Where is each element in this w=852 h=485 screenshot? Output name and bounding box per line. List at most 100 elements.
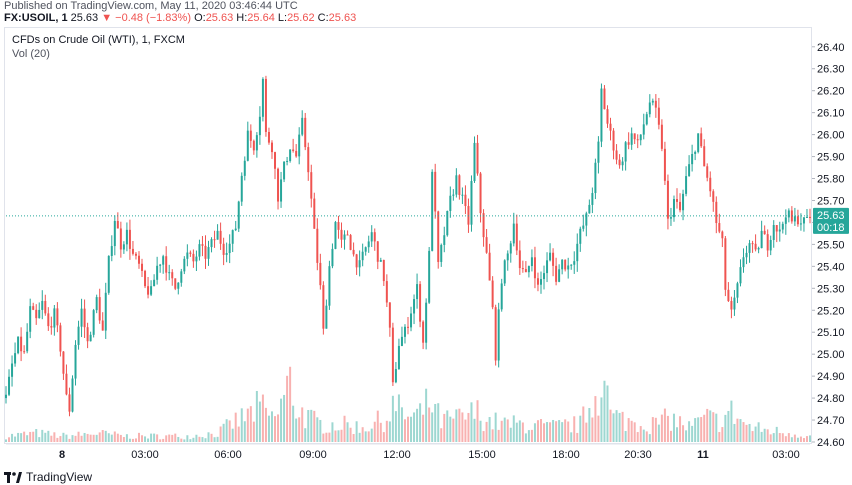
volume-bar [567, 421, 570, 442]
volume-bar [757, 422, 760, 442]
volume-bar [17, 432, 20, 442]
volume-bar [543, 423, 546, 442]
volume-bar [171, 434, 174, 442]
candle-body [29, 306, 32, 332]
candle-body [621, 161, 624, 166]
volume-bar [186, 435, 189, 442]
candle-body [234, 228, 237, 231]
y-tick-label: 26.20 [817, 86, 845, 98]
candle-body [482, 213, 485, 238]
candle-body [388, 302, 391, 328]
candle-body [760, 230, 763, 249]
candle-body [449, 195, 452, 211]
candle-body [119, 228, 122, 250]
candle-body [180, 271, 183, 283]
volume-bar [370, 428, 373, 442]
candle-body [660, 124, 663, 149]
volume-bar [651, 417, 654, 442]
volume-bar [706, 408, 709, 442]
volume-bar [437, 403, 440, 442]
candle-body [739, 267, 742, 284]
candle-body [283, 161, 286, 180]
candle-body [606, 109, 609, 124]
candle-body [195, 256, 198, 262]
volume-bar [234, 412, 237, 442]
last-price: 25.63 [70, 12, 99, 24]
time-axis[interactable]: 8 03:00 06:00 09:00 12:00 15:00 18:00 20:30 11 03… [6, 443, 810, 461]
y-tick-label: 24.70 [817, 415, 845, 427]
candle-body [134, 253, 137, 256]
volume-bar [44, 432, 47, 442]
volume-bar [270, 411, 273, 442]
candle-body [237, 201, 240, 229]
candle-body [382, 260, 385, 282]
candle-body [576, 243, 579, 262]
volume-bar [119, 434, 122, 442]
volume-bar [512, 415, 515, 442]
price-axis[interactable]: 26.40 26.30 26.20 26.10 26.00 25.90 25.80 25.70… [812, 42, 845, 449]
candle-body [479, 173, 482, 214]
volume-bar [527, 430, 530, 442]
candle-body [552, 252, 555, 266]
candle-body [669, 217, 672, 219]
y-tick-label: 25.20 [817, 305, 845, 317]
candle-body [370, 232, 373, 242]
candle-body [787, 210, 790, 218]
volume-bar [144, 436, 147, 442]
candle-body [38, 309, 41, 319]
volume-bar [503, 417, 506, 442]
volume-bar [500, 420, 503, 442]
volume-bar [712, 412, 715, 442]
volume-bar [718, 432, 721, 442]
candle-body [772, 225, 775, 240]
candle-body [397, 345, 400, 370]
high-label: H: [236, 12, 248, 24]
brand-name: TradingView [26, 470, 93, 484]
volume-bar [627, 418, 630, 442]
volume-bar [8, 437, 11, 442]
volume-bar [639, 426, 642, 442]
volume-bar [340, 429, 343, 442]
volume-bar [101, 430, 104, 442]
candle-body [403, 326, 406, 337]
y-tick-label: 25.80 [817, 174, 845, 186]
volume-bar [137, 432, 140, 442]
candle-body [168, 272, 171, 274]
candle-body [805, 216, 808, 218]
candle-body [310, 172, 313, 199]
volume-bar [805, 436, 808, 442]
volume-bar [277, 414, 280, 442]
volume-bar [724, 414, 727, 442]
footer-brand[interactable]: TradingView [4, 470, 92, 484]
candle-body [570, 264, 573, 266]
volume-bar [431, 412, 434, 442]
candle-body [512, 223, 515, 244]
volume-bar [141, 435, 144, 442]
candle-body [676, 199, 679, 202]
candle-body [721, 231, 724, 239]
candle-body [183, 258, 186, 272]
candle-body [440, 244, 443, 262]
candle-body [295, 150, 298, 157]
y-tick-label: 25.00 [817, 349, 845, 361]
volume-bar [784, 436, 787, 442]
candle-body [615, 150, 618, 160]
candle-body [464, 194, 467, 207]
volume-bar [274, 416, 277, 442]
volume-bar [240, 408, 243, 442]
volume-bar [425, 388, 428, 442]
volume-bar [325, 432, 328, 442]
y-tick-label: 25.10 [817, 327, 845, 339]
volume-bar [11, 433, 14, 442]
candle-body [153, 279, 156, 287]
volume-bar [603, 380, 606, 442]
candle-body [110, 246, 113, 256]
candle-body [331, 248, 334, 267]
candle-body [394, 369, 397, 383]
volume-bar [47, 430, 50, 442]
volume-bar [343, 415, 346, 442]
candle-body [44, 300, 47, 314]
candle-body [104, 292, 107, 331]
candle-body [301, 117, 304, 135]
